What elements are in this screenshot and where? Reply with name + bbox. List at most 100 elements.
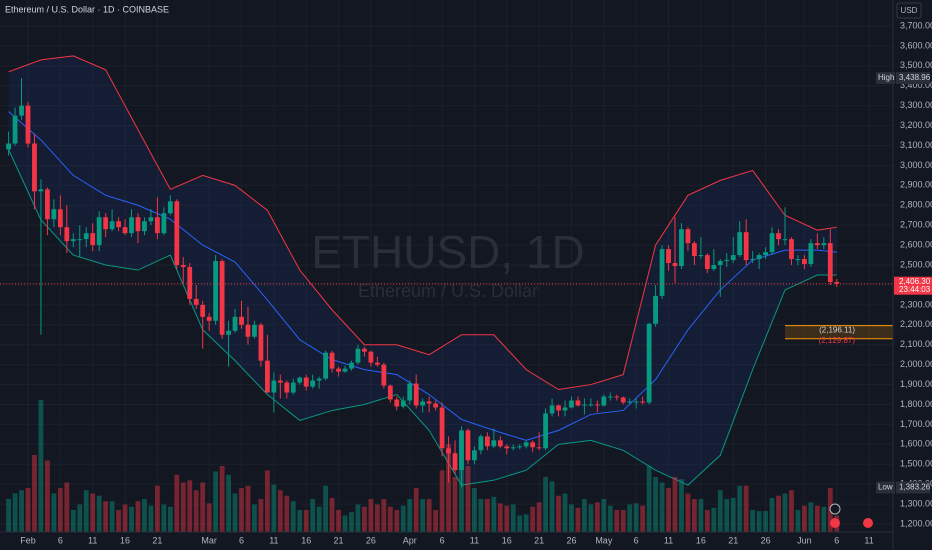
event-icon[interactable] bbox=[863, 518, 873, 528]
y-tick-label: 1,600.00 bbox=[900, 439, 932, 449]
candle-body bbox=[200, 304, 206, 317]
candle-body bbox=[620, 397, 626, 403]
volume-bar bbox=[323, 485, 329, 532]
plot bbox=[0, 55, 893, 532]
candle-body bbox=[19, 105, 24, 116]
y-tick-label: 2,800.00 bbox=[900, 200, 932, 210]
countdown: 23:44:03 bbox=[899, 285, 931, 294]
candle-body bbox=[588, 404, 594, 406]
candle-body bbox=[594, 404, 600, 406]
volume-bar bbox=[303, 510, 309, 532]
volume-bar bbox=[310, 499, 316, 532]
candle-body bbox=[70, 239, 76, 242]
candle-body bbox=[530, 442, 536, 448]
candle-body bbox=[433, 403, 439, 408]
grid bbox=[0, 0, 893, 532]
candle-body bbox=[413, 383, 419, 406]
candle-body bbox=[672, 263, 678, 267]
y-tick-label: 3,700.00 bbox=[900, 20, 932, 30]
volume-bar bbox=[342, 515, 348, 532]
volume-bar bbox=[420, 499, 426, 532]
volume-bar bbox=[795, 510, 801, 532]
volume-bar bbox=[271, 484, 277, 532]
volume-bar bbox=[226, 474, 231, 532]
candle-body bbox=[614, 396, 620, 398]
candle-body bbox=[174, 201, 180, 266]
volume-bar bbox=[336, 510, 341, 532]
candle-body bbox=[77, 239, 83, 241]
volume-bar bbox=[672, 477, 678, 532]
candle-body bbox=[659, 249, 665, 296]
candle-body bbox=[679, 229, 684, 267]
volume-bar bbox=[497, 503, 503, 532]
candle-body bbox=[827, 243, 833, 282]
candle-body bbox=[368, 351, 374, 363]
candle-body bbox=[258, 324, 264, 361]
candle-body bbox=[51, 209, 57, 220]
volume-bar bbox=[679, 479, 684, 532]
candle-body bbox=[206, 316, 212, 321]
volume-bar bbox=[96, 495, 102, 532]
y-tick-label: 3,600.00 bbox=[900, 40, 932, 50]
candle-body bbox=[277, 380, 283, 383]
y-tick-label: 2,600.00 bbox=[900, 239, 932, 249]
y-tick-label: 3,200.00 bbox=[900, 120, 932, 130]
volume-bar bbox=[653, 477, 658, 532]
candle-body bbox=[193, 298, 199, 305]
lightning-icon[interactable] bbox=[829, 503, 841, 515]
candle-body bbox=[795, 259, 801, 261]
candle-body bbox=[310, 380, 316, 387]
volume-bar bbox=[394, 510, 400, 532]
volume-bar bbox=[290, 501, 296, 532]
volume-bar bbox=[355, 504, 361, 532]
x-tick-label: 6 bbox=[58, 535, 63, 545]
volume-bar bbox=[32, 455, 37, 532]
candle-body bbox=[109, 221, 115, 230]
volume-bar bbox=[556, 495, 561, 532]
volume-bar bbox=[491, 496, 497, 532]
band-middle bbox=[8, 111, 837, 441]
volume-bar bbox=[433, 510, 439, 532]
candle-body bbox=[737, 232, 743, 256]
candle-body bbox=[562, 407, 568, 411]
band-upper bbox=[8, 55, 837, 391]
candle-body bbox=[601, 396, 607, 406]
volume-bar bbox=[510, 504, 516, 532]
candle-body bbox=[90, 233, 96, 246]
volume-bar bbox=[167, 506, 173, 532]
volume-bar bbox=[316, 506, 322, 532]
candle-body bbox=[439, 407, 445, 449]
candle-body bbox=[167, 201, 173, 214]
x-tick-label: 11 bbox=[470, 535, 479, 545]
volume-bar bbox=[213, 471, 219, 532]
volume-bar bbox=[549, 481, 555, 532]
event-icon[interactable] bbox=[830, 518, 840, 528]
volume-bar bbox=[504, 505, 510, 532]
candle-body bbox=[264, 360, 270, 393]
candle-body bbox=[478, 436, 484, 451]
low-marker-label: Low bbox=[878, 483, 893, 492]
candle-body bbox=[556, 405, 561, 411]
candle-body bbox=[698, 255, 704, 257]
candle-body bbox=[814, 243, 820, 246]
candle-body bbox=[452, 453, 458, 471]
volume-bar bbox=[562, 493, 568, 532]
candle-body bbox=[129, 217, 134, 234]
volume-bar bbox=[64, 482, 70, 532]
high-marker-value: 3,438.96 bbox=[899, 73, 931, 82]
volume-bar bbox=[614, 510, 620, 532]
volume-bar bbox=[148, 505, 154, 532]
candle-body bbox=[374, 362, 380, 365]
y-tick-label: 3,000.00 bbox=[900, 160, 932, 170]
currency-box[interactable] bbox=[896, 2, 922, 19]
volume-bar bbox=[6, 499, 11, 532]
volume-bar bbox=[478, 499, 484, 532]
high-marker-tag bbox=[876, 71, 895, 84]
y-tick-label: 2,500.00 bbox=[900, 259, 932, 269]
volume-bar bbox=[413, 488, 419, 532]
candle-body bbox=[25, 105, 31, 144]
volume-bar bbox=[57, 488, 63, 532]
candle-body bbox=[219, 261, 225, 335]
low-marker-value: 1,383.26 bbox=[899, 483, 931, 492]
candle-body bbox=[394, 399, 400, 407]
